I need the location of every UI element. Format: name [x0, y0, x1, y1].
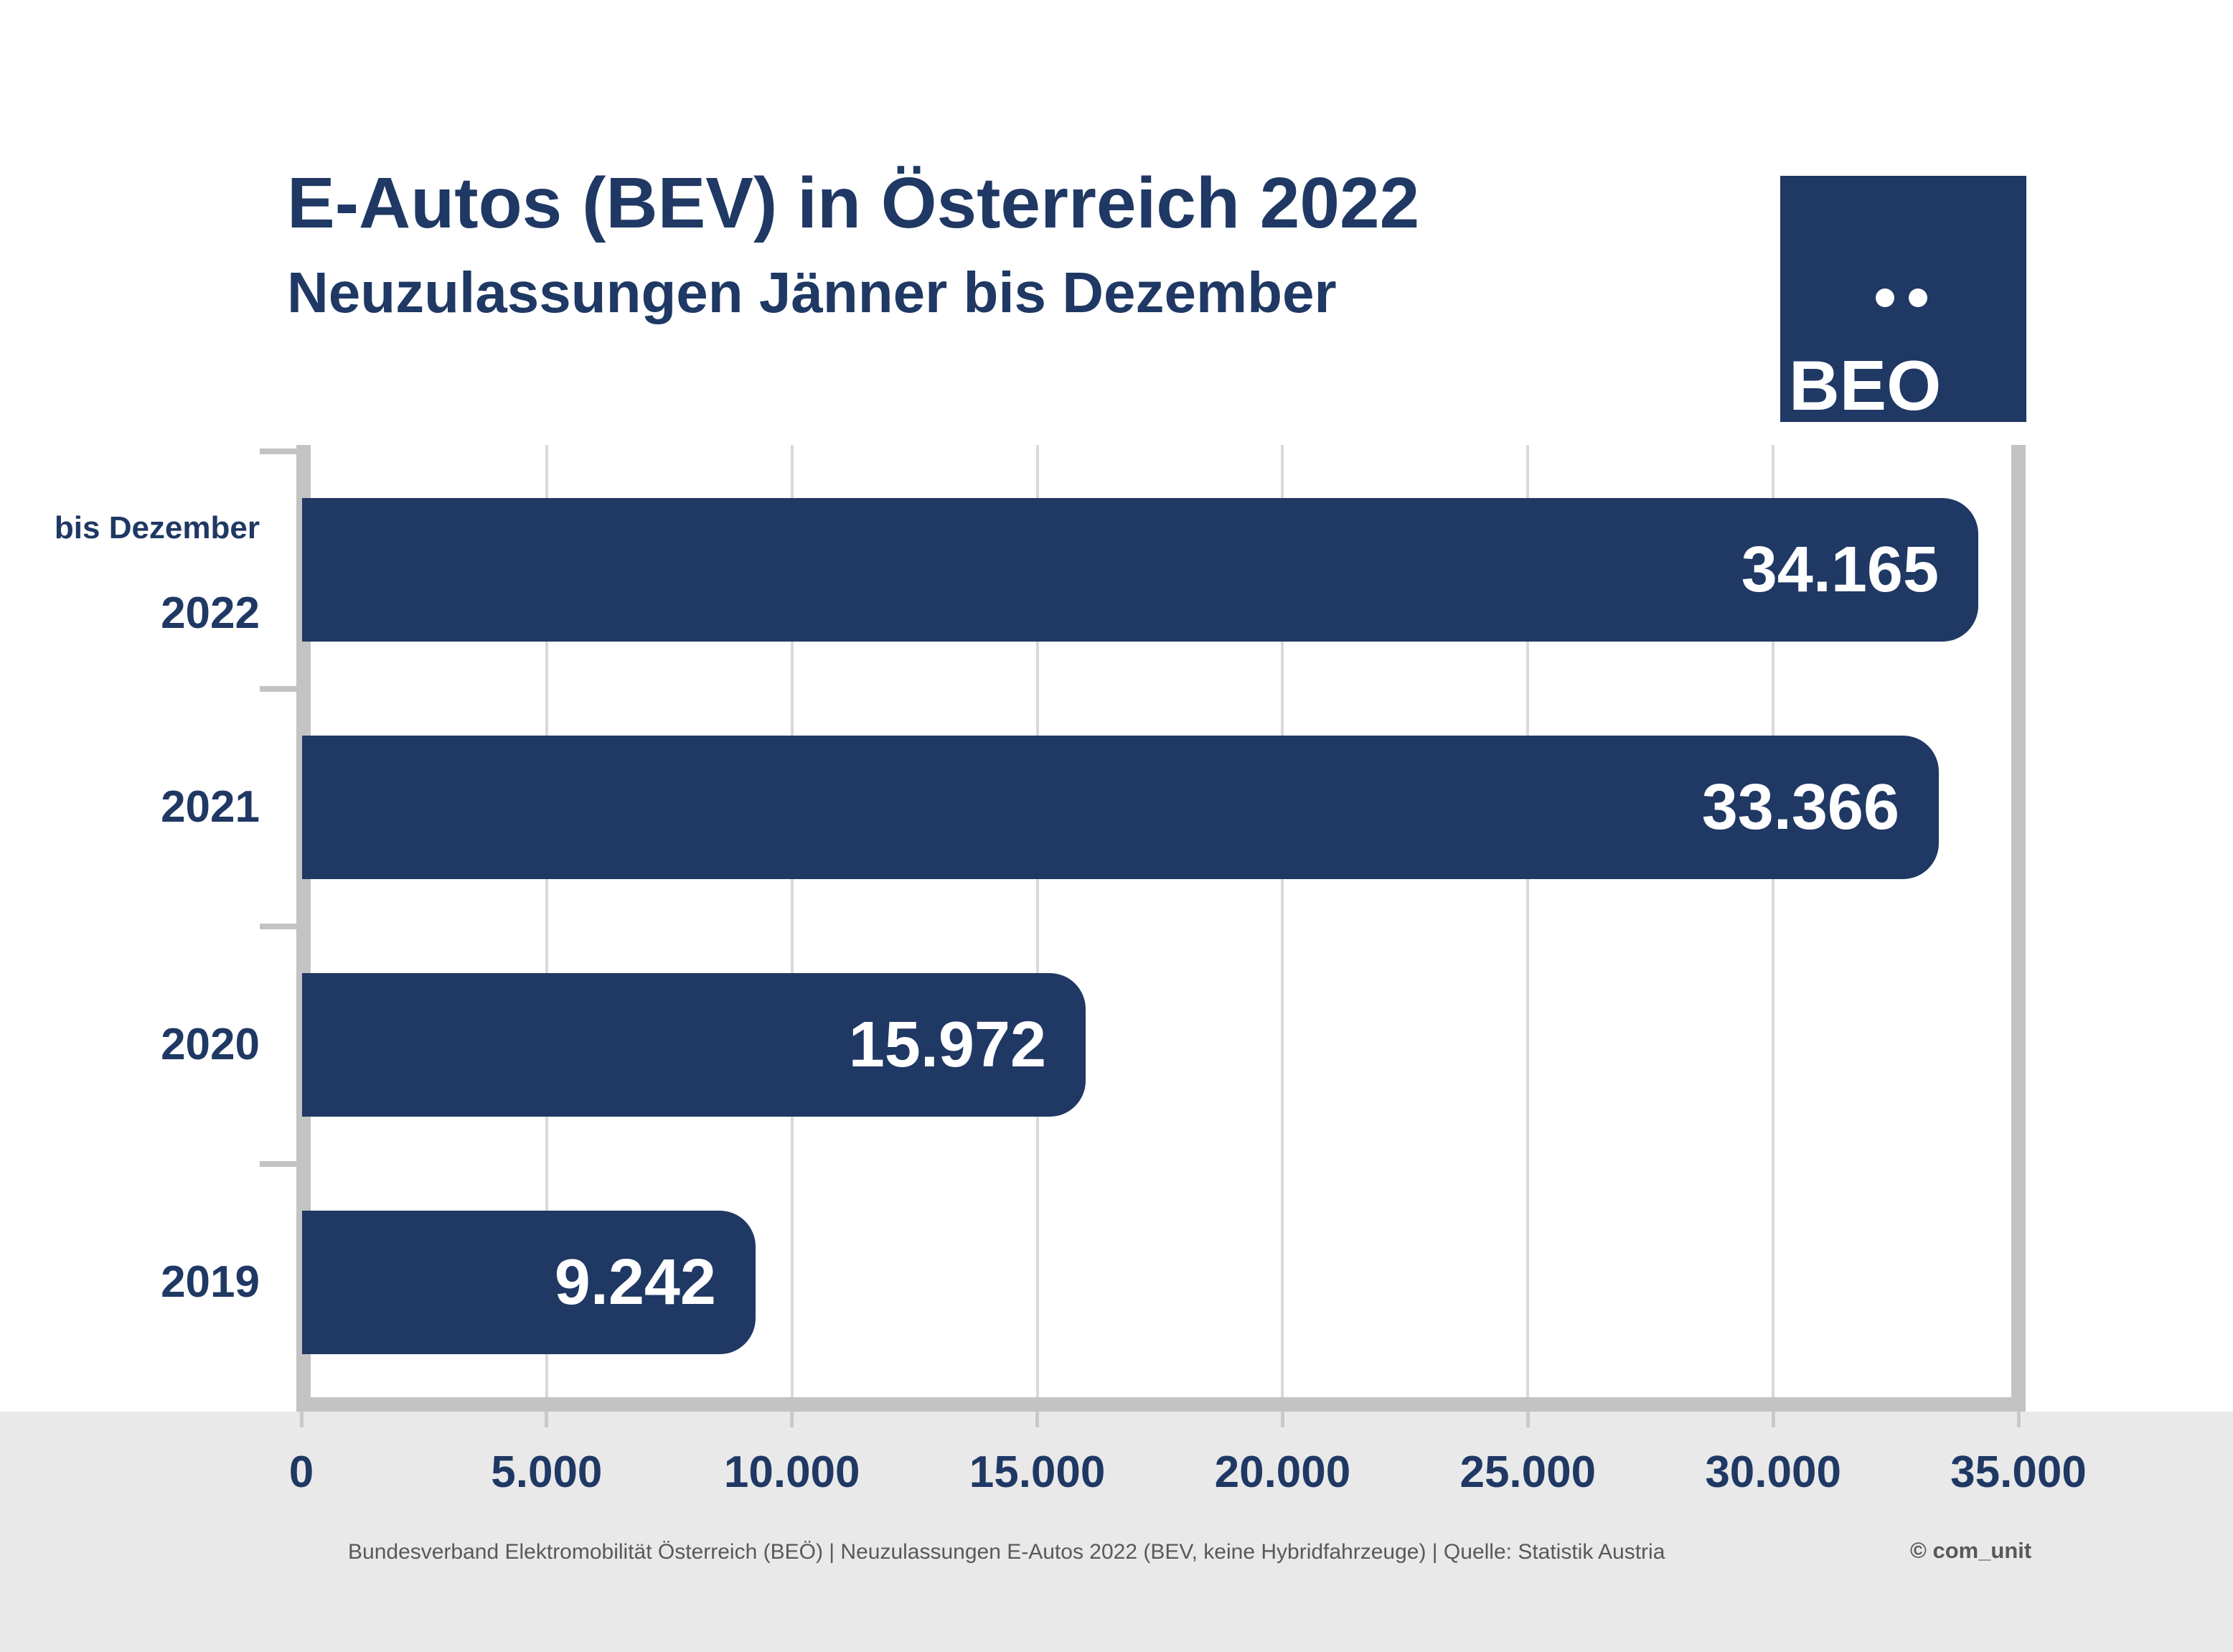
x-tick-10.000 [790, 1412, 794, 1427]
gridline-5.000 [545, 445, 548, 1397]
gridline-25.000 [1526, 445, 1530, 1397]
bar-value-label: 9.242 [554, 1246, 716, 1318]
y-tick-3 [260, 1161, 296, 1167]
y-tick-0 [260, 449, 296, 454]
x-tick-label: 20.000 [1214, 1447, 1351, 1497]
beo-logo-text: BEO [1789, 346, 1942, 425]
umlaut-dot-right [1909, 288, 1927, 307]
x-tick-label: 10.000 [723, 1447, 860, 1497]
category-label-2019: 2019 [161, 1257, 260, 1307]
bar-2020: 15.972 [302, 973, 1086, 1117]
x-tick-30.000 [1771, 1412, 1775, 1427]
category-label-2021: 2021 [161, 782, 260, 832]
x-tick-label: 5.000 [491, 1447, 603, 1497]
chart-subtitle: Neuzulassungen Jänner bis Dezember [287, 261, 1337, 324]
category-note: bis Dezember [54, 510, 260, 545]
x-tick-15.000 [1035, 1412, 1040, 1427]
bar-value-label: 33.366 [1701, 771, 1899, 843]
bar-2021: 33.366 [302, 736, 1939, 879]
credit-text: © com_unit [1910, 1538, 2032, 1563]
bar-value-label: 34.165 [1741, 533, 1939, 606]
x-tick-label: 0 [288, 1447, 314, 1497]
gridline-10.000 [790, 445, 794, 1397]
footer-band [0, 1412, 2233, 1652]
x-tick-label: 15.000 [969, 1447, 1106, 1497]
x-tick-5.000 [545, 1412, 549, 1427]
x-tick-35.000 [2016, 1412, 2021, 1427]
x-tick-0 [299, 1412, 304, 1427]
bar-2019: 9.242 [302, 1211, 756, 1354]
umlaut-dot-left [1876, 288, 1894, 307]
gridline-30.000 [1772, 445, 1775, 1397]
x-tick-label: 25.000 [1459, 1447, 1597, 1497]
x-tick-25.000 [1526, 1412, 1530, 1427]
category-label-2020: 2020 [161, 1020, 260, 1069]
source-text: Bundesverband Elektromobilität Österreic… [348, 1540, 1665, 1564]
y-tick-2 [260, 924, 296, 929]
y-tick-1 [260, 686, 296, 692]
chart-title: E-Autos (BEV) in Österreich 2022 [287, 163, 1420, 243]
bar-2022: 34.165 [302, 498, 1978, 642]
y-axis-line [296, 445, 311, 1412]
x-tick-label: 35.000 [1950, 1447, 2087, 1497]
x-tick-20.000 [1280, 1412, 1284, 1427]
beo-logo: BEO [1780, 176, 2026, 422]
x-axis-line [296, 1397, 2026, 1412]
gridline-15.000 [1035, 445, 1039, 1397]
category-label-2022: 2022 [161, 588, 260, 638]
plot-right-border [2011, 445, 2026, 1412]
x-tick-label: 30.000 [1705, 1447, 1841, 1497]
bar-value-label: 15.972 [848, 1008, 1046, 1081]
gridline-20.000 [1281, 445, 1284, 1397]
